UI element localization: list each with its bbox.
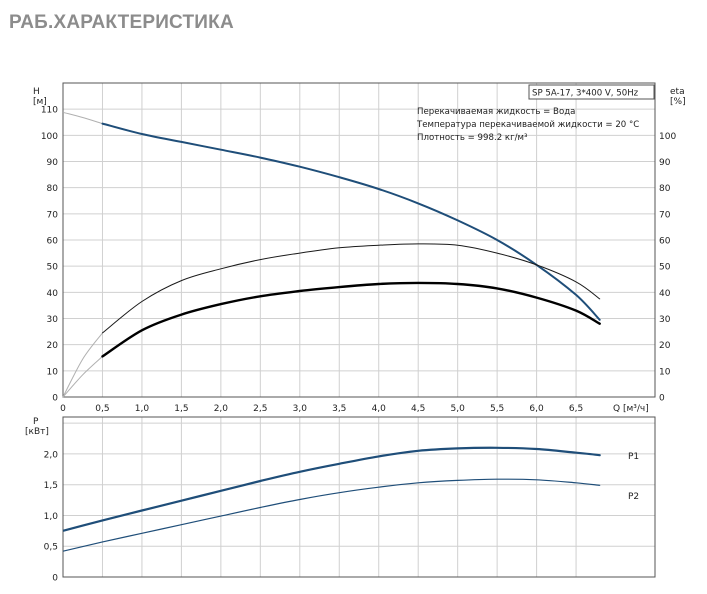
x-tick-label: 5,5 — [490, 404, 504, 414]
power-tick-label: 1,5 — [44, 481, 58, 491]
page-title: РАБ.ХАРАКТЕРИСТИКА — [9, 12, 234, 33]
power-axis-ticks: 0 0,5 1,0 1,5 2,0 — [44, 450, 59, 583]
x-tick-label: 5,0 — [451, 404, 466, 414]
power-tick-label: 0 — [52, 574, 58, 584]
head-tick-label: 50 — [47, 263, 59, 273]
curve-extension-efficiency-thin — [62, 332, 103, 398]
x-tick-label: 6,5 — [569, 404, 583, 414]
series-label-p1: P1 — [628, 452, 639, 462]
top-panel-series — [62, 111, 601, 398]
power-tick-label: 2,0 — [44, 450, 59, 460]
flow-axis-label: Q [м³/ч] — [613, 404, 649, 414]
power-axis-label: P — [33, 417, 39, 427]
eta-tick-label: 0 — [659, 394, 665, 404]
curve-efficiency-bold — [101, 281, 601, 358]
head-axis-ticks: 0 10 20 30 40 50 60 70 80 90 100 110 — [41, 106, 58, 404]
info-line-density: Плотность = 998.2 кг/м³ — [417, 133, 528, 143]
model-label-box — [528, 84, 655, 100]
x-tick-label: 1,0 — [135, 404, 150, 414]
eta-tick-label: 10 — [659, 367, 671, 377]
series-label-p2: P2 — [628, 492, 639, 502]
eta-tick-label: 30 — [659, 315, 671, 325]
x-tick-label: 3,0 — [293, 404, 308, 414]
head-tick-label: 60 — [47, 237, 59, 247]
x-tick-label: 1,5 — [174, 404, 188, 414]
top-panel-frame — [62, 82, 656, 398]
x-tick-label: 3,5 — [332, 404, 346, 414]
eta-axis-label: eta — [670, 87, 685, 97]
eta-tick-label: 100 — [659, 132, 676, 142]
head-axis-unit: [м] — [33, 97, 47, 107]
curve-extension-p1 — [62, 519, 103, 532]
eta-axis-ticks: 0 10 20 30 40 50 60 70 80 90 100 — [659, 132, 676, 404]
bottom-panel-series — [62, 446, 601, 552]
head-tick-label: 90 — [47, 158, 59, 168]
head-tick-label: 80 — [47, 184, 59, 194]
head-tick-label: 40 — [47, 289, 59, 299]
curve-efficiency-thin — [102, 243, 601, 334]
eta-tick-label: 90 — [659, 158, 671, 168]
curve-p1 — [101, 446, 601, 522]
eta-axis-unit: [%] — [670, 97, 686, 107]
eta-tick-label: 40 — [659, 289, 671, 299]
curve-extension-efficiency-bold — [62, 356, 103, 398]
eta-tick-label: 20 — [659, 341, 671, 351]
x-tick-label: 2,5 — [253, 404, 267, 414]
eta-tick-label: 60 — [659, 237, 671, 247]
head-tick-label: 100 — [41, 132, 58, 142]
head-tick-label: 0 — [52, 394, 58, 404]
head-tick-label: 30 — [47, 315, 59, 325]
x-tick-label: 4,0 — [372, 404, 387, 414]
info-line-temperature: Температура перекачиваемой жидкости = 20… — [416, 120, 639, 130]
curve-extension-head — [62, 111, 103, 125]
power-tick-label: 0,5 — [44, 543, 58, 553]
x-tick-label: 6,0 — [529, 404, 544, 414]
x-tick-label: 4,5 — [411, 404, 425, 414]
head-tick-label: 110 — [41, 106, 58, 116]
x-tick-label: 0 — [60, 404, 66, 414]
curve-p2 — [101, 478, 601, 543]
head-tick-label: 70 — [47, 210, 59, 220]
info-line-liquid: Перекачиваемая жидкость = Вода — [417, 107, 575, 117]
x-tick-label: 2,0 — [214, 404, 229, 414]
eta-tick-label: 50 — [659, 263, 671, 273]
power-axis-unit: [кВт] — [25, 427, 49, 437]
head-axis-label: H — [33, 87, 40, 97]
bottom-panel-frame — [62, 416, 656, 578]
eta-tick-label: 80 — [659, 184, 671, 194]
curve-extension-p2 — [62, 541, 103, 552]
head-tick-label: 20 — [47, 341, 59, 351]
top-panel-grid — [63, 82, 655, 397]
flow-axis-ticks: 0 0,5 1,0 1,5 2,0 2,5 3,0 3,5 4,0 4,5 5,0 5,5 6,0 6,5 — [60, 404, 583, 414]
bottom-panel-grid — [63, 417, 655, 577]
head-tick-label: 10 — [47, 367, 59, 377]
x-tick-label: 0,5 — [95, 404, 109, 414]
power-tick-label: 1,0 — [44, 512, 59, 522]
model-label: SP 5A-17, 3*400 V, 50Hz — [532, 89, 639, 99]
curve-head — [101, 122, 601, 321]
eta-tick-label: 70 — [659, 210, 671, 220]
